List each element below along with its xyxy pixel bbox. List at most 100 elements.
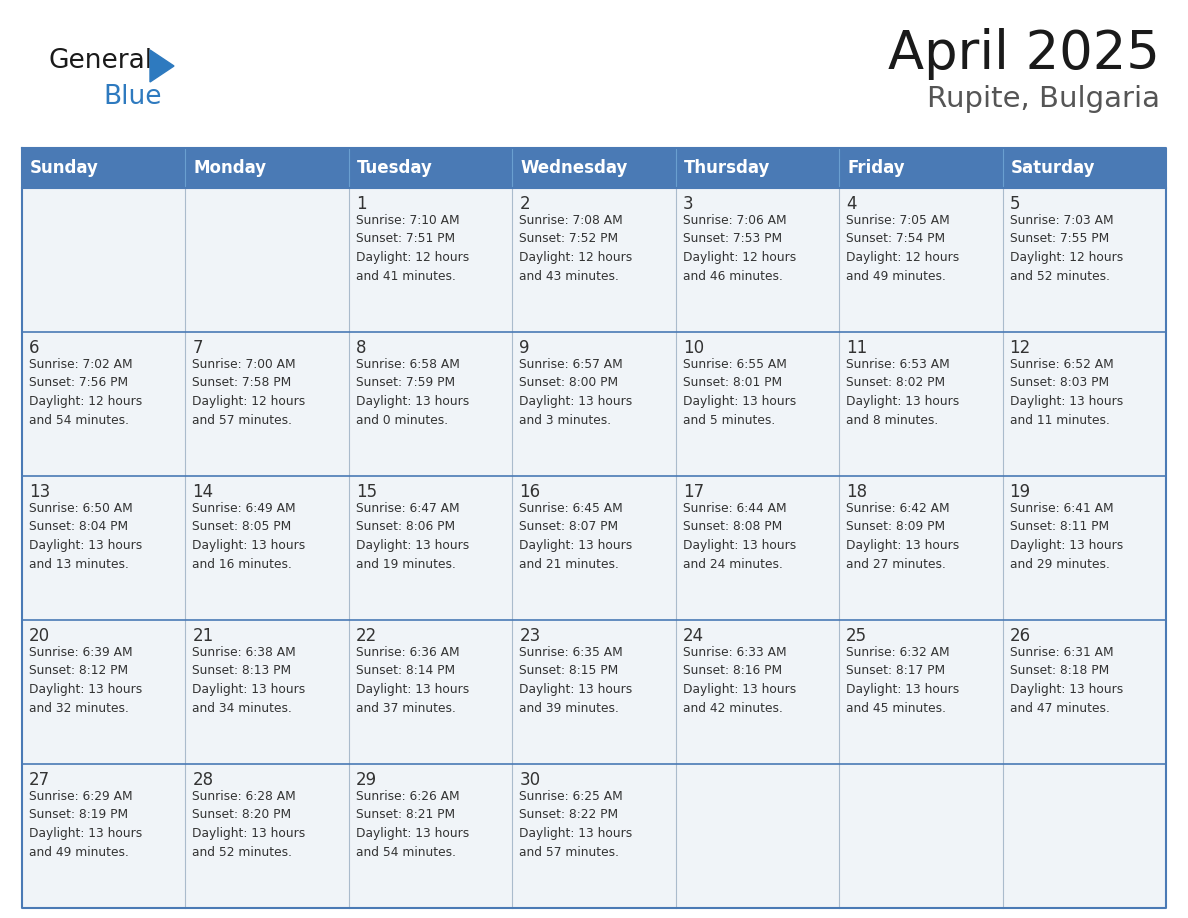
Bar — [512, 188, 676, 332]
Text: 24: 24 — [683, 627, 703, 645]
Text: 12: 12 — [1010, 339, 1031, 357]
Text: 15: 15 — [356, 483, 377, 501]
Text: Tuesday: Tuesday — [356, 159, 432, 177]
Bar — [185, 332, 349, 476]
Text: Sunrise: 6:50 AM
Sunset: 8:04 PM
Daylight: 13 hours
and 13 minutes.: Sunrise: 6:50 AM Sunset: 8:04 PM Dayligh… — [29, 502, 143, 570]
Bar — [512, 620, 676, 764]
Text: April 2025: April 2025 — [889, 28, 1159, 80]
Text: 11: 11 — [846, 339, 867, 357]
Text: Sunrise: 7:03 AM
Sunset: 7:55 PM
Daylight: 12 hours
and 52 minutes.: Sunrise: 7:03 AM Sunset: 7:55 PM Dayligh… — [1010, 214, 1123, 283]
Text: Sunrise: 6:32 AM
Sunset: 8:17 PM
Daylight: 13 hours
and 45 minutes.: Sunrise: 6:32 AM Sunset: 8:17 PM Dayligh… — [846, 646, 960, 714]
Text: Sunrise: 6:33 AM
Sunset: 8:16 PM
Daylight: 13 hours
and 42 minutes.: Sunrise: 6:33 AM Sunset: 8:16 PM Dayligh… — [683, 646, 796, 714]
Bar — [1003, 764, 1165, 908]
Text: Thursday: Thursday — [684, 159, 770, 177]
Text: Saturday: Saturday — [1011, 159, 1095, 177]
Bar — [676, 620, 839, 764]
Text: 17: 17 — [683, 483, 703, 501]
Text: 5: 5 — [1010, 195, 1020, 213]
Text: Sunrise: 6:36 AM
Sunset: 8:14 PM
Daylight: 13 hours
and 37 minutes.: Sunrise: 6:36 AM Sunset: 8:14 PM Dayligh… — [356, 646, 469, 714]
Text: Sunrise: 7:10 AM
Sunset: 7:51 PM
Daylight: 12 hours
and 41 minutes.: Sunrise: 7:10 AM Sunset: 7:51 PM Dayligh… — [356, 214, 469, 283]
Text: Sunrise: 6:25 AM
Sunset: 8:22 PM
Daylight: 13 hours
and 57 minutes.: Sunrise: 6:25 AM Sunset: 8:22 PM Dayligh… — [519, 790, 632, 858]
Bar — [512, 332, 676, 476]
Bar — [349, 188, 512, 332]
Bar — [676, 332, 839, 476]
Text: 7: 7 — [192, 339, 203, 357]
Bar — [185, 620, 349, 764]
Text: General: General — [48, 48, 152, 74]
Bar — [1003, 476, 1165, 620]
Text: 28: 28 — [192, 771, 214, 789]
Bar — [512, 764, 676, 908]
Text: Sunrise: 6:35 AM
Sunset: 8:15 PM
Daylight: 13 hours
and 39 minutes.: Sunrise: 6:35 AM Sunset: 8:15 PM Dayligh… — [519, 646, 632, 714]
Bar — [185, 764, 349, 908]
Text: Sunrise: 6:45 AM
Sunset: 8:07 PM
Daylight: 13 hours
and 21 minutes.: Sunrise: 6:45 AM Sunset: 8:07 PM Dayligh… — [519, 502, 632, 570]
Text: Sunrise: 6:44 AM
Sunset: 8:08 PM
Daylight: 13 hours
and 24 minutes.: Sunrise: 6:44 AM Sunset: 8:08 PM Dayligh… — [683, 502, 796, 570]
Bar — [676, 764, 839, 908]
Bar — [23, 148, 1165, 188]
Text: 18: 18 — [846, 483, 867, 501]
Bar — [185, 476, 349, 620]
Text: 29: 29 — [356, 771, 377, 789]
Text: Sunrise: 7:05 AM
Sunset: 7:54 PM
Daylight: 12 hours
and 49 minutes.: Sunrise: 7:05 AM Sunset: 7:54 PM Dayligh… — [846, 214, 960, 283]
Text: Sunrise: 7:02 AM
Sunset: 7:56 PM
Daylight: 12 hours
and 54 minutes.: Sunrise: 7:02 AM Sunset: 7:56 PM Dayligh… — [29, 358, 143, 427]
Text: Rupite, Bulgaria: Rupite, Bulgaria — [927, 85, 1159, 113]
Text: Sunrise: 6:52 AM
Sunset: 8:03 PM
Daylight: 13 hours
and 11 minutes.: Sunrise: 6:52 AM Sunset: 8:03 PM Dayligh… — [1010, 358, 1123, 427]
Text: 22: 22 — [356, 627, 377, 645]
Text: 21: 21 — [192, 627, 214, 645]
Text: Sunrise: 6:42 AM
Sunset: 8:09 PM
Daylight: 13 hours
and 27 minutes.: Sunrise: 6:42 AM Sunset: 8:09 PM Dayligh… — [846, 502, 960, 570]
Text: 9: 9 — [519, 339, 530, 357]
Bar — [1003, 332, 1165, 476]
Text: 6: 6 — [29, 339, 39, 357]
Text: Sunrise: 6:26 AM
Sunset: 8:21 PM
Daylight: 13 hours
and 54 minutes.: Sunrise: 6:26 AM Sunset: 8:21 PM Dayligh… — [356, 790, 469, 858]
Text: 16: 16 — [519, 483, 541, 501]
Text: 25: 25 — [846, 627, 867, 645]
Text: Sunday: Sunday — [30, 159, 99, 177]
Text: 23: 23 — [519, 627, 541, 645]
Text: Sunrise: 6:55 AM
Sunset: 8:01 PM
Daylight: 13 hours
and 5 minutes.: Sunrise: 6:55 AM Sunset: 8:01 PM Dayligh… — [683, 358, 796, 427]
Bar — [349, 620, 512, 764]
Bar — [23, 332, 185, 476]
Text: 3: 3 — [683, 195, 694, 213]
Bar — [23, 188, 185, 332]
Text: Sunrise: 6:58 AM
Sunset: 7:59 PM
Daylight: 13 hours
and 0 minutes.: Sunrise: 6:58 AM Sunset: 7:59 PM Dayligh… — [356, 358, 469, 427]
Text: Sunrise: 6:57 AM
Sunset: 8:00 PM
Daylight: 13 hours
and 3 minutes.: Sunrise: 6:57 AM Sunset: 8:00 PM Dayligh… — [519, 358, 632, 427]
Bar — [676, 188, 839, 332]
Text: Sunrise: 7:06 AM
Sunset: 7:53 PM
Daylight: 12 hours
and 46 minutes.: Sunrise: 7:06 AM Sunset: 7:53 PM Dayligh… — [683, 214, 796, 283]
Text: Sunrise: 6:31 AM
Sunset: 8:18 PM
Daylight: 13 hours
and 47 minutes.: Sunrise: 6:31 AM Sunset: 8:18 PM Dayligh… — [1010, 646, 1123, 714]
Bar — [185, 188, 349, 332]
Text: 19: 19 — [1010, 483, 1031, 501]
Text: Sunrise: 6:29 AM
Sunset: 8:19 PM
Daylight: 13 hours
and 49 minutes.: Sunrise: 6:29 AM Sunset: 8:19 PM Dayligh… — [29, 790, 143, 858]
Bar — [349, 332, 512, 476]
Bar — [839, 188, 1003, 332]
Text: 8: 8 — [356, 339, 366, 357]
Text: 26: 26 — [1010, 627, 1031, 645]
Text: Sunrise: 7:00 AM
Sunset: 7:58 PM
Daylight: 12 hours
and 57 minutes.: Sunrise: 7:00 AM Sunset: 7:58 PM Dayligh… — [192, 358, 305, 427]
Text: 14: 14 — [192, 483, 214, 501]
Bar — [23, 620, 185, 764]
Text: Sunrise: 7:08 AM
Sunset: 7:52 PM
Daylight: 12 hours
and 43 minutes.: Sunrise: 7:08 AM Sunset: 7:52 PM Dayligh… — [519, 214, 632, 283]
Bar — [1003, 620, 1165, 764]
Text: Monday: Monday — [194, 159, 266, 177]
Text: Sunrise: 6:41 AM
Sunset: 8:11 PM
Daylight: 13 hours
and 29 minutes.: Sunrise: 6:41 AM Sunset: 8:11 PM Dayligh… — [1010, 502, 1123, 570]
Text: 30: 30 — [519, 771, 541, 789]
Text: Sunrise: 6:53 AM
Sunset: 8:02 PM
Daylight: 13 hours
and 8 minutes.: Sunrise: 6:53 AM Sunset: 8:02 PM Dayligh… — [846, 358, 960, 427]
Text: Wednesday: Wednesday — [520, 159, 627, 177]
Bar — [23, 476, 185, 620]
Text: Sunrise: 6:49 AM
Sunset: 8:05 PM
Daylight: 13 hours
and 16 minutes.: Sunrise: 6:49 AM Sunset: 8:05 PM Dayligh… — [192, 502, 305, 570]
Bar — [839, 332, 1003, 476]
Bar — [1003, 188, 1165, 332]
Text: 4: 4 — [846, 195, 857, 213]
Bar — [839, 764, 1003, 908]
Text: Sunrise: 6:47 AM
Sunset: 8:06 PM
Daylight: 13 hours
and 19 minutes.: Sunrise: 6:47 AM Sunset: 8:06 PM Dayligh… — [356, 502, 469, 570]
Text: Sunrise: 6:39 AM
Sunset: 8:12 PM
Daylight: 13 hours
and 32 minutes.: Sunrise: 6:39 AM Sunset: 8:12 PM Dayligh… — [29, 646, 143, 714]
Text: 20: 20 — [29, 627, 50, 645]
Text: Blue: Blue — [103, 84, 162, 110]
Text: 13: 13 — [29, 483, 50, 501]
Bar — [349, 764, 512, 908]
Bar — [839, 620, 1003, 764]
Text: 27: 27 — [29, 771, 50, 789]
Text: 1: 1 — [356, 195, 366, 213]
Polygon shape — [150, 50, 173, 82]
Bar — [349, 476, 512, 620]
Text: 2: 2 — [519, 195, 530, 213]
